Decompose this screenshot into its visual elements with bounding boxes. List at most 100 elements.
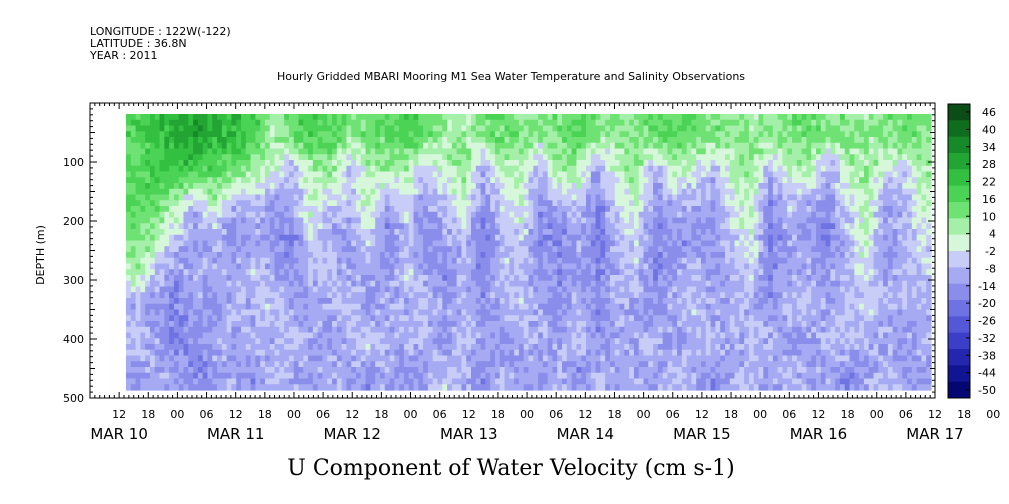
heatmap-cell bbox=[494, 154, 501, 161]
heatmap-cell bbox=[586, 183, 592, 190]
heatmap-cell bbox=[528, 246, 534, 253]
heatmap-cell bbox=[868, 229, 875, 236]
heatmap-cell bbox=[662, 194, 669, 201]
heatmap-cell bbox=[907, 154, 913, 161]
heatmap-cell bbox=[753, 177, 760, 184]
heatmap-cell bbox=[863, 275, 870, 282]
heatmap-cell bbox=[490, 269, 496, 276]
heatmap-cell bbox=[547, 188, 554, 196]
heatmap-cell bbox=[662, 263, 669, 270]
heatmap-cell bbox=[758, 114, 764, 121]
heatmap-cell bbox=[523, 275, 530, 282]
heatmap-cell bbox=[418, 275, 424, 282]
heatmap-cell bbox=[269, 269, 276, 276]
heatmap-cell bbox=[744, 131, 750, 138]
heatmap-cell bbox=[691, 263, 697, 270]
heatmap-cell bbox=[293, 217, 300, 224]
heatmap-cell bbox=[303, 252, 309, 259]
heatmap-cell bbox=[217, 200, 223, 207]
heatmap-cell bbox=[221, 217, 228, 224]
heatmap-cell bbox=[691, 269, 697, 276]
heatmap-cell bbox=[437, 188, 443, 196]
heatmap-cell bbox=[140, 154, 146, 161]
heatmap-cell bbox=[149, 234, 156, 242]
heatmap-cell bbox=[643, 183, 649, 190]
heatmap-cell bbox=[284, 246, 290, 253]
heatmap-cell bbox=[586, 234, 592, 242]
heatmap-cell bbox=[288, 280, 295, 288]
heatmap-cell bbox=[365, 263, 371, 270]
heatmap-cell bbox=[442, 177, 448, 184]
heatmap-cell bbox=[705, 137, 712, 144]
heatmap-cell bbox=[447, 142, 453, 150]
heatmap-cell bbox=[772, 188, 779, 196]
heatmap-cell bbox=[892, 142, 899, 150]
heatmap-cell bbox=[609, 119, 616, 127]
heatmap-cell bbox=[547, 148, 554, 155]
heatmap-cell bbox=[197, 188, 204, 196]
heatmap-cell bbox=[231, 194, 237, 201]
heatmap-cell bbox=[250, 252, 256, 259]
heatmap-cell bbox=[226, 114, 233, 121]
heatmap-cell bbox=[126, 223, 132, 230]
heatmap-cell bbox=[312, 177, 319, 184]
heatmap-cell bbox=[236, 131, 242, 138]
heatmap-cell bbox=[365, 257, 371, 265]
heatmap-cell bbox=[298, 114, 304, 121]
heatmap-cell bbox=[327, 125, 333, 132]
heatmap-cell bbox=[279, 229, 285, 236]
heatmap-cell bbox=[533, 234, 539, 242]
heatmap-cell bbox=[418, 269, 424, 276]
heatmap-cell bbox=[609, 211, 616, 219]
heatmap-cell bbox=[389, 194, 395, 201]
heatmap-cell bbox=[734, 131, 740, 138]
heatmap-cell bbox=[581, 171, 587, 178]
heatmap-cell bbox=[902, 188, 908, 196]
heatmap-cell bbox=[279, 200, 285, 207]
heatmap-cell bbox=[571, 206, 578, 213]
heatmap-cell bbox=[677, 119, 683, 127]
heatmap-cell bbox=[883, 275, 889, 282]
heatmap-cell bbox=[538, 246, 544, 253]
heatmap-cell bbox=[408, 154, 415, 161]
heatmap-cell bbox=[365, 119, 371, 127]
heatmap-cell bbox=[677, 269, 683, 276]
heatmap-cell bbox=[451, 114, 458, 121]
heatmap-cell bbox=[403, 137, 410, 144]
heatmap-cell bbox=[202, 269, 209, 276]
heatmap-cell bbox=[696, 240, 702, 247]
heatmap-cell bbox=[633, 206, 640, 213]
heatmap-cell bbox=[849, 165, 855, 173]
heatmap-cell bbox=[394, 200, 400, 207]
heatmap-cell bbox=[423, 275, 429, 282]
heatmap-cell bbox=[197, 119, 204, 127]
heatmap-cell bbox=[466, 160, 472, 167]
heatmap-cell bbox=[379, 188, 386, 196]
heatmap-cell bbox=[696, 137, 702, 144]
heatmap-cell bbox=[878, 125, 884, 132]
heatmap-cell bbox=[562, 200, 568, 207]
heatmap-cell bbox=[360, 119, 367, 127]
heatmap-cell bbox=[288, 114, 295, 121]
heatmap-cell bbox=[485, 131, 491, 138]
heatmap-cell bbox=[705, 211, 712, 219]
heatmap-cell bbox=[902, 148, 908, 155]
heatmap-cell bbox=[308, 269, 314, 276]
heatmap-cell bbox=[629, 257, 635, 265]
heatmap-cell bbox=[883, 200, 889, 207]
heatmap-cell bbox=[662, 269, 669, 276]
heatmap-cell bbox=[197, 229, 204, 236]
heatmap-cell bbox=[911, 257, 918, 265]
heatmap-cell bbox=[485, 137, 491, 144]
heatmap-cell bbox=[883, 137, 889, 144]
heatmap-cell bbox=[686, 217, 693, 224]
heatmap-cell bbox=[212, 119, 218, 127]
heatmap-cell bbox=[839, 229, 846, 236]
heatmap-cell bbox=[633, 160, 640, 167]
heatmap-cell bbox=[394, 223, 400, 230]
heatmap-cell bbox=[293, 269, 300, 276]
heatmap-cell bbox=[499, 154, 506, 161]
heatmap-cell bbox=[739, 217, 745, 224]
heatmap-cell bbox=[126, 154, 132, 161]
heatmap-cell bbox=[442, 114, 448, 121]
